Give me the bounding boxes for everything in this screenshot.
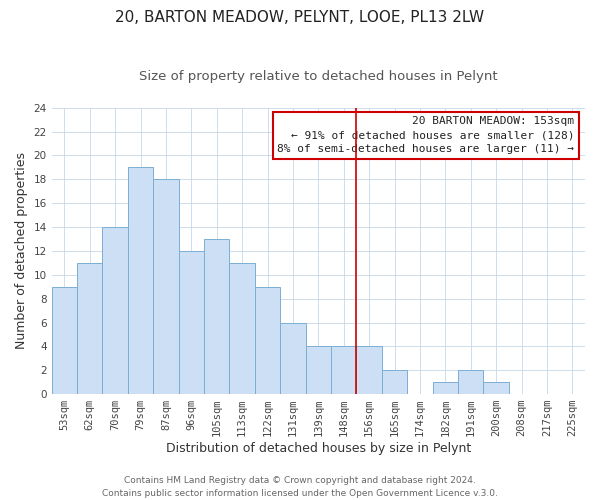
Bar [103, 227, 128, 394]
Bar [280, 322, 305, 394]
Bar [153, 180, 179, 394]
Bar [433, 382, 458, 394]
Text: 20 BARTON MEADOW: 153sqm
← 91% of detached houses are smaller (128)
8% of semi-d: 20 BARTON MEADOW: 153sqm ← 91% of detach… [277, 116, 574, 154]
Title: Size of property relative to detached houses in Pelynt: Size of property relative to detached ho… [139, 70, 497, 83]
Bar [77, 263, 103, 394]
Bar [305, 346, 331, 394]
Text: Contains HM Land Registry data © Crown copyright and database right 2024.
Contai: Contains HM Land Registry data © Crown c… [102, 476, 498, 498]
Bar [356, 346, 382, 394]
Bar [128, 168, 153, 394]
Bar [382, 370, 407, 394]
Bar [204, 239, 229, 394]
Bar [229, 263, 255, 394]
Text: 20, BARTON MEADOW, PELYNT, LOOE, PL13 2LW: 20, BARTON MEADOW, PELYNT, LOOE, PL13 2L… [115, 10, 485, 25]
Bar [52, 286, 77, 394]
Bar [179, 251, 204, 394]
Bar [331, 346, 356, 394]
Bar [458, 370, 484, 394]
Bar [255, 286, 280, 394]
Bar [484, 382, 509, 394]
Y-axis label: Number of detached properties: Number of detached properties [15, 152, 28, 350]
X-axis label: Distribution of detached houses by size in Pelynt: Distribution of detached houses by size … [166, 442, 471, 455]
